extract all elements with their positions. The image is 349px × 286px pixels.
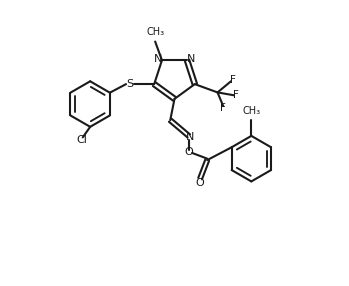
Text: F: F bbox=[220, 103, 226, 113]
Text: N: N bbox=[186, 132, 194, 142]
Text: Cl: Cl bbox=[76, 135, 87, 145]
Text: O: O bbox=[184, 146, 193, 156]
Text: O: O bbox=[196, 178, 205, 188]
Text: CH₃: CH₃ bbox=[146, 27, 164, 37]
Text: CH₃: CH₃ bbox=[242, 106, 260, 116]
Text: F: F bbox=[233, 90, 239, 100]
Text: N: N bbox=[154, 54, 162, 64]
Text: N: N bbox=[187, 54, 195, 64]
Text: S: S bbox=[126, 79, 134, 89]
Text: F: F bbox=[230, 75, 236, 85]
